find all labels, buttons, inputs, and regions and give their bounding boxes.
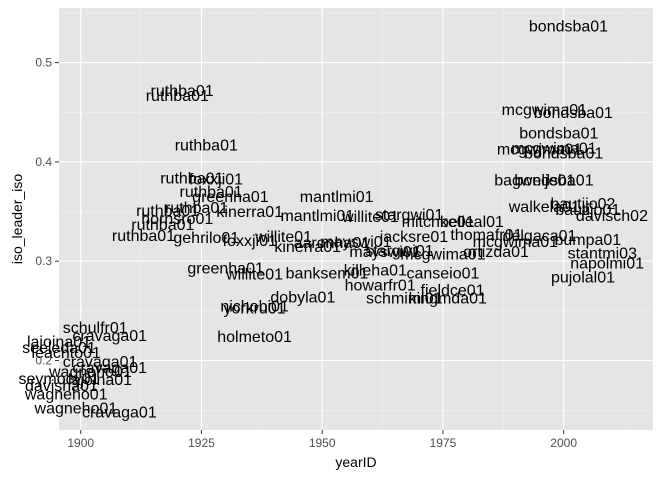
point-label: dobyla01 — [270, 289, 335, 306]
point-label: seymocy01 — [19, 371, 100, 388]
point-label: foxxji01 — [223, 233, 277, 250]
point-label: jacksre01 — [379, 229, 449, 246]
point-label: willite01 — [225, 267, 283, 284]
point-label: foxxji01 — [189, 171, 243, 188]
point-label: ruthba01 — [180, 184, 243, 201]
point-label: bondsba01 — [529, 18, 608, 35]
point-label: schulfr01 — [63, 320, 128, 337]
point-label: walkela01 — [508, 199, 580, 216]
point-label: mayswi01 — [320, 234, 391, 251]
point-label: mcgwima01 — [473, 234, 558, 251]
y-tick-label: 0.2 — [35, 353, 52, 367]
point-label: howarfr01 — [345, 278, 416, 295]
x-tick-label: 1950 — [309, 436, 336, 450]
point-label: killeha01 — [344, 263, 407, 280]
y-tick-label: 0.5 — [35, 56, 52, 70]
y-tick-label: 0.4 — [35, 155, 52, 169]
point-label: ruthba01 — [131, 217, 194, 234]
point-label: lajoina01 — [68, 372, 132, 389]
point-label: cravaga01 — [82, 405, 157, 422]
point-label: mantlmi01 — [300, 189, 374, 206]
point-label: ruthba01 — [151, 83, 214, 100]
point-label: mitchke01 — [402, 214, 475, 231]
point-label: bautijo01 — [555, 202, 620, 219]
point-label: kinerra01 — [216, 204, 283, 221]
point-label: ruthba01 — [175, 138, 238, 155]
point-label: greenha01 — [187, 261, 264, 278]
point-label: bondsba01 — [524, 145, 603, 162]
point-label: yorkru01 — [223, 300, 285, 317]
point-label: wagneho01 — [24, 387, 108, 404]
point-label: willite01 — [254, 229, 312, 246]
point-label: ruthba01 — [146, 88, 209, 105]
point-label: leachto01 — [32, 345, 101, 362]
point-label: ruthba01 — [160, 170, 223, 187]
point-label: seeleda01 — [22, 340, 96, 357]
point-label: pujolal01 — [551, 270, 615, 287]
point-label: davisch02 — [576, 208, 648, 225]
point-label: thomafr01 — [450, 227, 522, 244]
x-tick-label: 1975 — [430, 436, 457, 450]
x-axis-title: yearID — [335, 454, 376, 470]
point-label: kinerra01 — [274, 239, 341, 256]
axes: 1900 1925 1950 1975 2000 0.2 0.3 0.4 0.5 — [35, 56, 577, 450]
point-label: stargwi01 — [375, 207, 444, 224]
point-label: stargwi01 — [365, 243, 434, 260]
point-label: bondsba01 — [514, 172, 593, 189]
point-label: greenha01 — [192, 189, 269, 206]
point-label: davisha01 — [25, 378, 98, 395]
point-label: schmimi01 — [366, 290, 443, 307]
point-label: canseio01 — [406, 266, 479, 283]
y-axis-title: iso_leader_iso — [9, 174, 25, 264]
point-label: bumpa01 — [554, 232, 621, 249]
point-label: fieldce01 — [421, 282, 485, 299]
point-label: cravaga01 — [72, 360, 147, 377]
point-label: cravaga01 — [63, 354, 138, 371]
point-labels: bondsba01mcgwima01bondsba01bondsba01mcgw… — [19, 18, 649, 421]
point-label: bagwelje01 — [494, 172, 575, 189]
point-label: delgaca01 — [503, 228, 577, 245]
point-label: bondsba01 — [519, 126, 598, 143]
point-label: nichobi01 — [220, 298, 289, 315]
point-label: aaronha01 — [294, 235, 371, 252]
point-label: ruthba01 — [112, 228, 175, 245]
point-label: hornsro01 — [141, 211, 213, 228]
point-label: kingmda01 — [409, 290, 487, 307]
point-label: ruthba01 — [165, 200, 228, 217]
point-label: gehrilo01 — [173, 230, 239, 247]
point-label: wagneho01 — [34, 401, 118, 418]
point-label: mcgwima01 — [497, 141, 582, 158]
panel-background — [59, 8, 653, 430]
plot-panel — [59, 8, 653, 430]
point-label: cravaga01 — [72, 328, 147, 345]
point-label: willite01 — [341, 209, 399, 226]
x-tick-label: 1925 — [188, 436, 215, 450]
point-label: mayswi01 — [349, 244, 420, 261]
point-label: stantmi03 — [568, 246, 637, 263]
point-label: bondsba01 — [534, 105, 613, 122]
point-label: belleal01 — [440, 214, 504, 231]
point-label: mcgwima01 — [511, 140, 596, 157]
point-label: wagneho01 — [48, 364, 132, 381]
x-tick-label: 2000 — [550, 436, 577, 450]
grid-lines — [59, 8, 653, 430]
point-label: mcgwima01 — [400, 247, 485, 264]
point-label: mcgwima01 — [502, 102, 587, 119]
point-label: napolmi01 — [570, 256, 644, 273]
point-label: banksem01 — [286, 266, 369, 283]
y-tick-label: 0.3 — [35, 254, 52, 268]
point-label: bautijo02 — [550, 196, 615, 213]
point-label: ruthba01 — [136, 203, 199, 220]
point-label: ortizda01 — [463, 244, 529, 261]
point-label: mantlmi01 — [280, 208, 354, 225]
x-tick-label: 1900 — [67, 436, 94, 450]
point-label: lajoina01 — [27, 334, 91, 351]
point-label: holmeto01 — [217, 329, 292, 346]
